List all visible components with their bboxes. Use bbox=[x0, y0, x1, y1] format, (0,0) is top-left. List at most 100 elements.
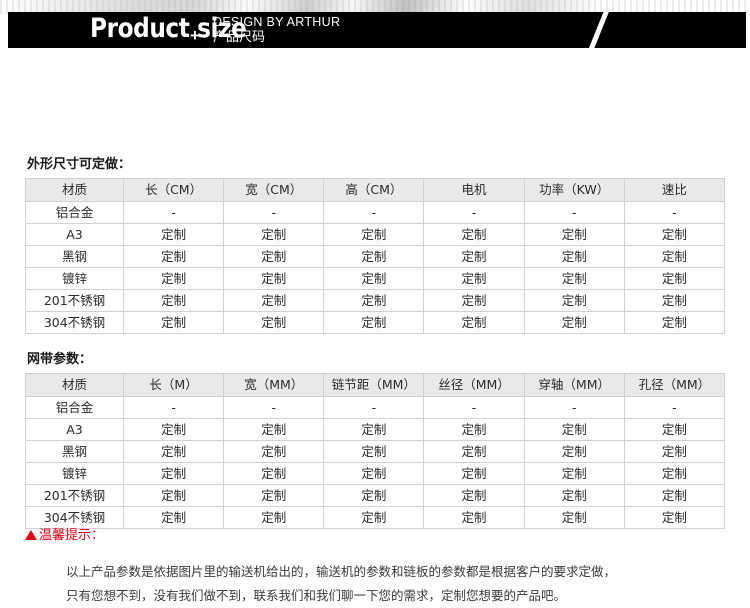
cell-value: 定制 bbox=[623, 245, 726, 268]
cell-material: 镀锌 bbox=[25, 462, 124, 485]
cell-value: 定制 bbox=[423, 440, 525, 463]
cell-value: - bbox=[423, 396, 525, 419]
cell-value: 定制 bbox=[623, 311, 726, 334]
cell-value: 定制 bbox=[223, 418, 325, 441]
cell-value: 定制 bbox=[623, 440, 726, 463]
table-row: 黑钢 定制 定制 定制 定制 定制 定制 bbox=[25, 245, 726, 268]
column-header-width: 宽（MM） bbox=[223, 373, 325, 397]
cell-value: 定制 bbox=[223, 440, 325, 463]
cell-value: 定制 bbox=[122, 418, 225, 441]
cell-value: 定制 bbox=[523, 506, 625, 529]
cell-value: - bbox=[323, 201, 425, 224]
cell-value: - bbox=[223, 201, 325, 224]
cell-value: 定制 bbox=[523, 418, 625, 441]
cell-value: 定制 bbox=[323, 223, 425, 246]
table-row: 镀锌 定制 定制 定制 定制 定制 定制 bbox=[25, 462, 726, 485]
cell-value: 定制 bbox=[323, 289, 425, 312]
table-row: A3 定制 定制 定制 定制 定制 定制 bbox=[25, 418, 726, 441]
cell-value: 定制 bbox=[223, 267, 325, 290]
banner-title: Product size bbox=[90, 13, 247, 44]
notice-heading: 温馨提示： bbox=[25, 528, 104, 544]
table-row: A3 定制 定制 定制 定制 定制 定制 bbox=[25, 223, 726, 246]
cell-value: - bbox=[423, 201, 525, 224]
cell-value: 定制 bbox=[523, 267, 625, 290]
cell-value: 定制 bbox=[223, 245, 325, 268]
cell-value: 定制 bbox=[122, 223, 225, 246]
cell-value: 定制 bbox=[122, 440, 225, 463]
column-header-hole-diameter: 孔径（MM） bbox=[623, 373, 726, 397]
cell-value: - bbox=[223, 396, 325, 419]
cell-value: 定制 bbox=[423, 289, 525, 312]
mesh-belt-table: 材质 长（M） 宽（MM） 链节距（MM） 丝径（MM） 穿轴（MM） 孔径（M… bbox=[25, 373, 726, 529]
cell-value: 定制 bbox=[323, 267, 425, 290]
cell-value: 定制 bbox=[623, 484, 726, 507]
cell-value: - bbox=[623, 396, 726, 419]
column-header-length: 长（M） bbox=[122, 373, 225, 397]
cell-value: 定制 bbox=[323, 462, 425, 485]
cell-value: 定制 bbox=[323, 311, 425, 334]
cell-value: 定制 bbox=[523, 462, 625, 485]
cell-value: 定制 bbox=[223, 289, 325, 312]
cell-value: - bbox=[623, 201, 726, 224]
cell-value: 定制 bbox=[623, 289, 726, 312]
banner-subtitle-cn: 产品尺码 bbox=[213, 30, 266, 45]
cell-value: 定制 bbox=[323, 245, 425, 268]
cell-value: 定制 bbox=[223, 506, 325, 529]
column-header-material: 材质 bbox=[25, 373, 124, 397]
table-row: 镀锌 定制 定制 定制 定制 定制 定制 bbox=[25, 267, 726, 290]
cell-material: 铝合金 bbox=[25, 396, 124, 419]
cell-value: - bbox=[122, 201, 225, 224]
cell-value: 定制 bbox=[623, 418, 726, 441]
cell-value: - bbox=[323, 396, 425, 419]
column-header-height: 高（CM） bbox=[323, 178, 425, 202]
table-header-row: 材质 长（CM） 宽（CM） 高（CM） 电机 功率（KW） 速比 bbox=[25, 178, 726, 202]
section-title-mesh-belt: 网带参数： bbox=[27, 352, 93, 367]
cell-value: 定制 bbox=[623, 223, 726, 246]
table-row: 铝合金 - - - - - - bbox=[25, 396, 726, 419]
column-header-width: 宽（CM） bbox=[223, 178, 325, 202]
notice-line: 只有您想不到，没有我们做不到，联系我们和我们聊一下您的需求，定制您想要的产品吧。 bbox=[66, 588, 567, 603]
cell-value: 定制 bbox=[323, 440, 425, 463]
banner-subtitle-en: DESIGN BY ARTHUR bbox=[213, 15, 341, 29]
plus-icon: + bbox=[190, 26, 200, 45]
cell-value: 定制 bbox=[423, 506, 525, 529]
cell-value: 定制 bbox=[122, 289, 225, 312]
column-header-wire-diameter: 丝径（MM） bbox=[423, 373, 525, 397]
table-row: 304不锈钢 定制 定制 定制 定制 定制 定制 bbox=[25, 311, 726, 334]
table-row: 铝合金 - - - - - - bbox=[25, 201, 726, 224]
cell-value: 定制 bbox=[423, 462, 525, 485]
banner-photo-texture bbox=[0, 0, 750, 14]
cell-material: A3 bbox=[25, 418, 124, 441]
cell-value: 定制 bbox=[523, 223, 625, 246]
cell-value: 定制 bbox=[523, 245, 625, 268]
cell-material: 201不锈钢 bbox=[25, 289, 124, 312]
cell-value: 定制 bbox=[223, 311, 325, 334]
cell-material: 铝合金 bbox=[25, 201, 124, 224]
table-row: 201不锈钢 定制 定制 定制 定制 定制 定制 bbox=[25, 484, 726, 507]
cell-value: 定制 bbox=[423, 223, 525, 246]
cell-value: 定制 bbox=[523, 289, 625, 312]
cell-value: 定制 bbox=[122, 311, 225, 334]
cell-material: 201不锈钢 bbox=[25, 484, 124, 507]
notice-line: 以上产品参数是依据图片里的输送机给出的，输送机的参数和链板的参数都是根据客户的要… bbox=[66, 564, 617, 579]
column-header-material: 材质 bbox=[25, 178, 124, 202]
cell-material: 304不锈钢 bbox=[25, 506, 124, 529]
cell-value: 定制 bbox=[523, 440, 625, 463]
cell-value: 定制 bbox=[623, 506, 726, 529]
cell-material: 304不锈钢 bbox=[25, 311, 124, 334]
cell-value: 定制 bbox=[323, 484, 425, 507]
cell-value: 定制 bbox=[423, 418, 525, 441]
cell-value: 定制 bbox=[523, 311, 625, 334]
diagonal-slash-icon bbox=[587, 12, 610, 48]
column-header-chain-pitch: 链节距（MM） bbox=[323, 373, 425, 397]
column-header-shaft: 穿轴（MM） bbox=[523, 373, 625, 397]
section-title-dimensions: 外形尺寸可定做： bbox=[27, 157, 132, 172]
page-banner: Product size + DESIGN BY ARTHUR 产品尺码 bbox=[0, 0, 750, 60]
table-header-row: 材质 长（M） 宽（MM） 链节距（MM） 丝径（MM） 穿轴（MM） 孔径（M… bbox=[25, 373, 726, 397]
cell-value: 定制 bbox=[423, 484, 525, 507]
cell-value: 定制 bbox=[122, 267, 225, 290]
cell-value: - bbox=[523, 201, 625, 224]
cell-value: 定制 bbox=[623, 462, 726, 485]
column-header-length: 长（CM） bbox=[122, 178, 225, 202]
column-header-speed-ratio: 速比 bbox=[623, 178, 726, 202]
